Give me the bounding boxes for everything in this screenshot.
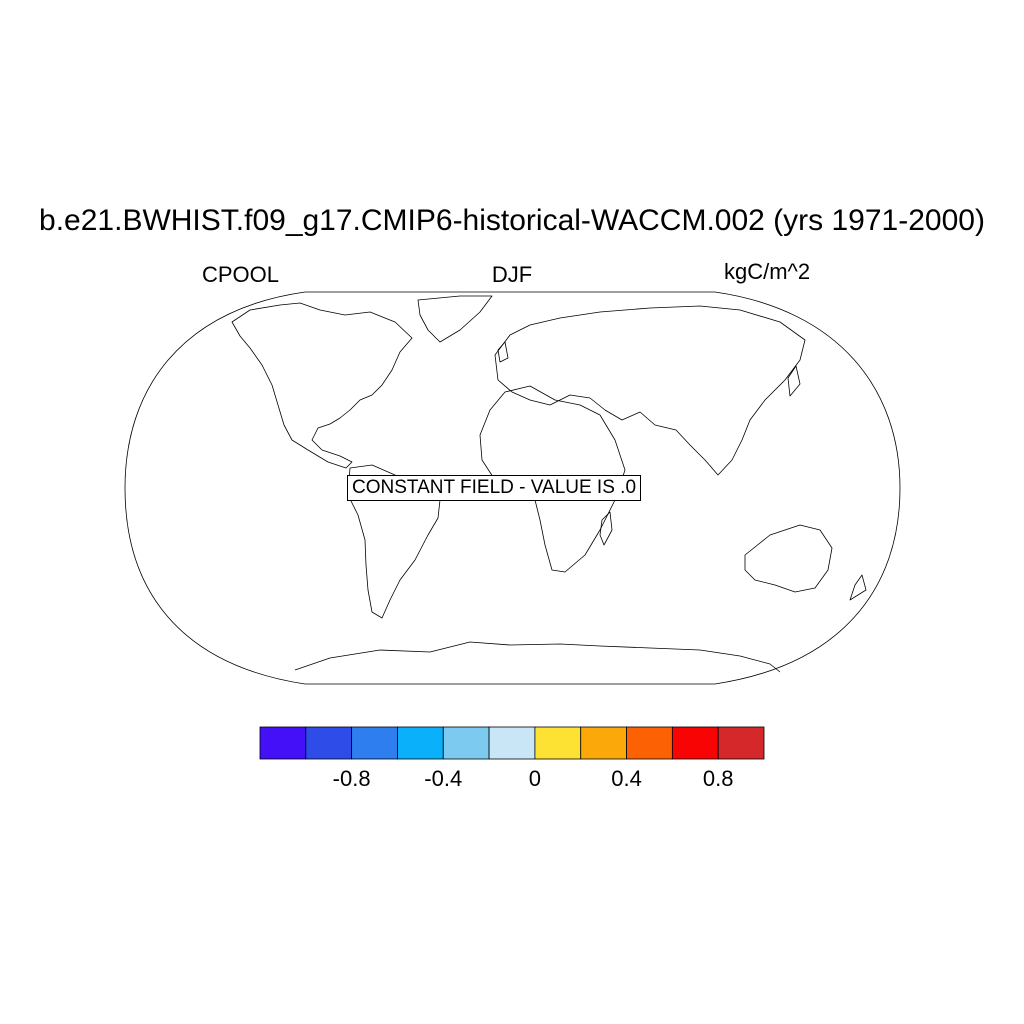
coastline-north-america (231, 302, 413, 469)
colorbar-box-6 (534, 726, 582, 760)
coastline-australia (744, 524, 833, 593)
variable-label: CPOOL (202, 262, 280, 287)
colorbar-box-1 (305, 726, 353, 760)
colorbar-box-7 (580, 726, 627, 760)
colorbar-box-3 (397, 726, 444, 760)
plot-title: b.e21.BWHIST.f09_g17.CMIP6-historical-WA… (39, 204, 985, 237)
colorbar-tick-label: 0.8 (702, 766, 734, 791)
coastlines (231, 295, 867, 673)
colorbar-tick-label: -0.4 (424, 766, 463, 791)
constant-field-notice: CONSTANT FIELD - VALUE IS .0 (347, 475, 642, 501)
colorbar-box-2 (351, 726, 398, 760)
coastline-antarctica (294, 641, 781, 673)
coastline-japan (787, 365, 801, 397)
colorbar-box-9 (671, 726, 719, 760)
coastline-new-zealand (849, 574, 867, 601)
colorbar-tick-label: 0 (528, 766, 542, 791)
season-label: DJF (491, 262, 533, 287)
coastline-eurasia (494, 305, 806, 476)
colorbar-tick-label: -0.8 (332, 766, 371, 791)
coastline-madagascar (599, 511, 613, 546)
colorbar-box-5 (488, 726, 536, 760)
coastline-greenland (417, 295, 493, 343)
colorbar-box-8 (626, 726, 673, 760)
coastline-africa (479, 385, 626, 573)
units-label: kgC/m^2 (724, 259, 811, 284)
colorbar-tick-label: 0.4 (611, 766, 642, 791)
coastline-uk (497, 341, 509, 363)
colorbar-box-4 (442, 726, 490, 760)
colorbar-box-0 (259, 726, 307, 760)
colorbar-box-10 (717, 726, 765, 760)
